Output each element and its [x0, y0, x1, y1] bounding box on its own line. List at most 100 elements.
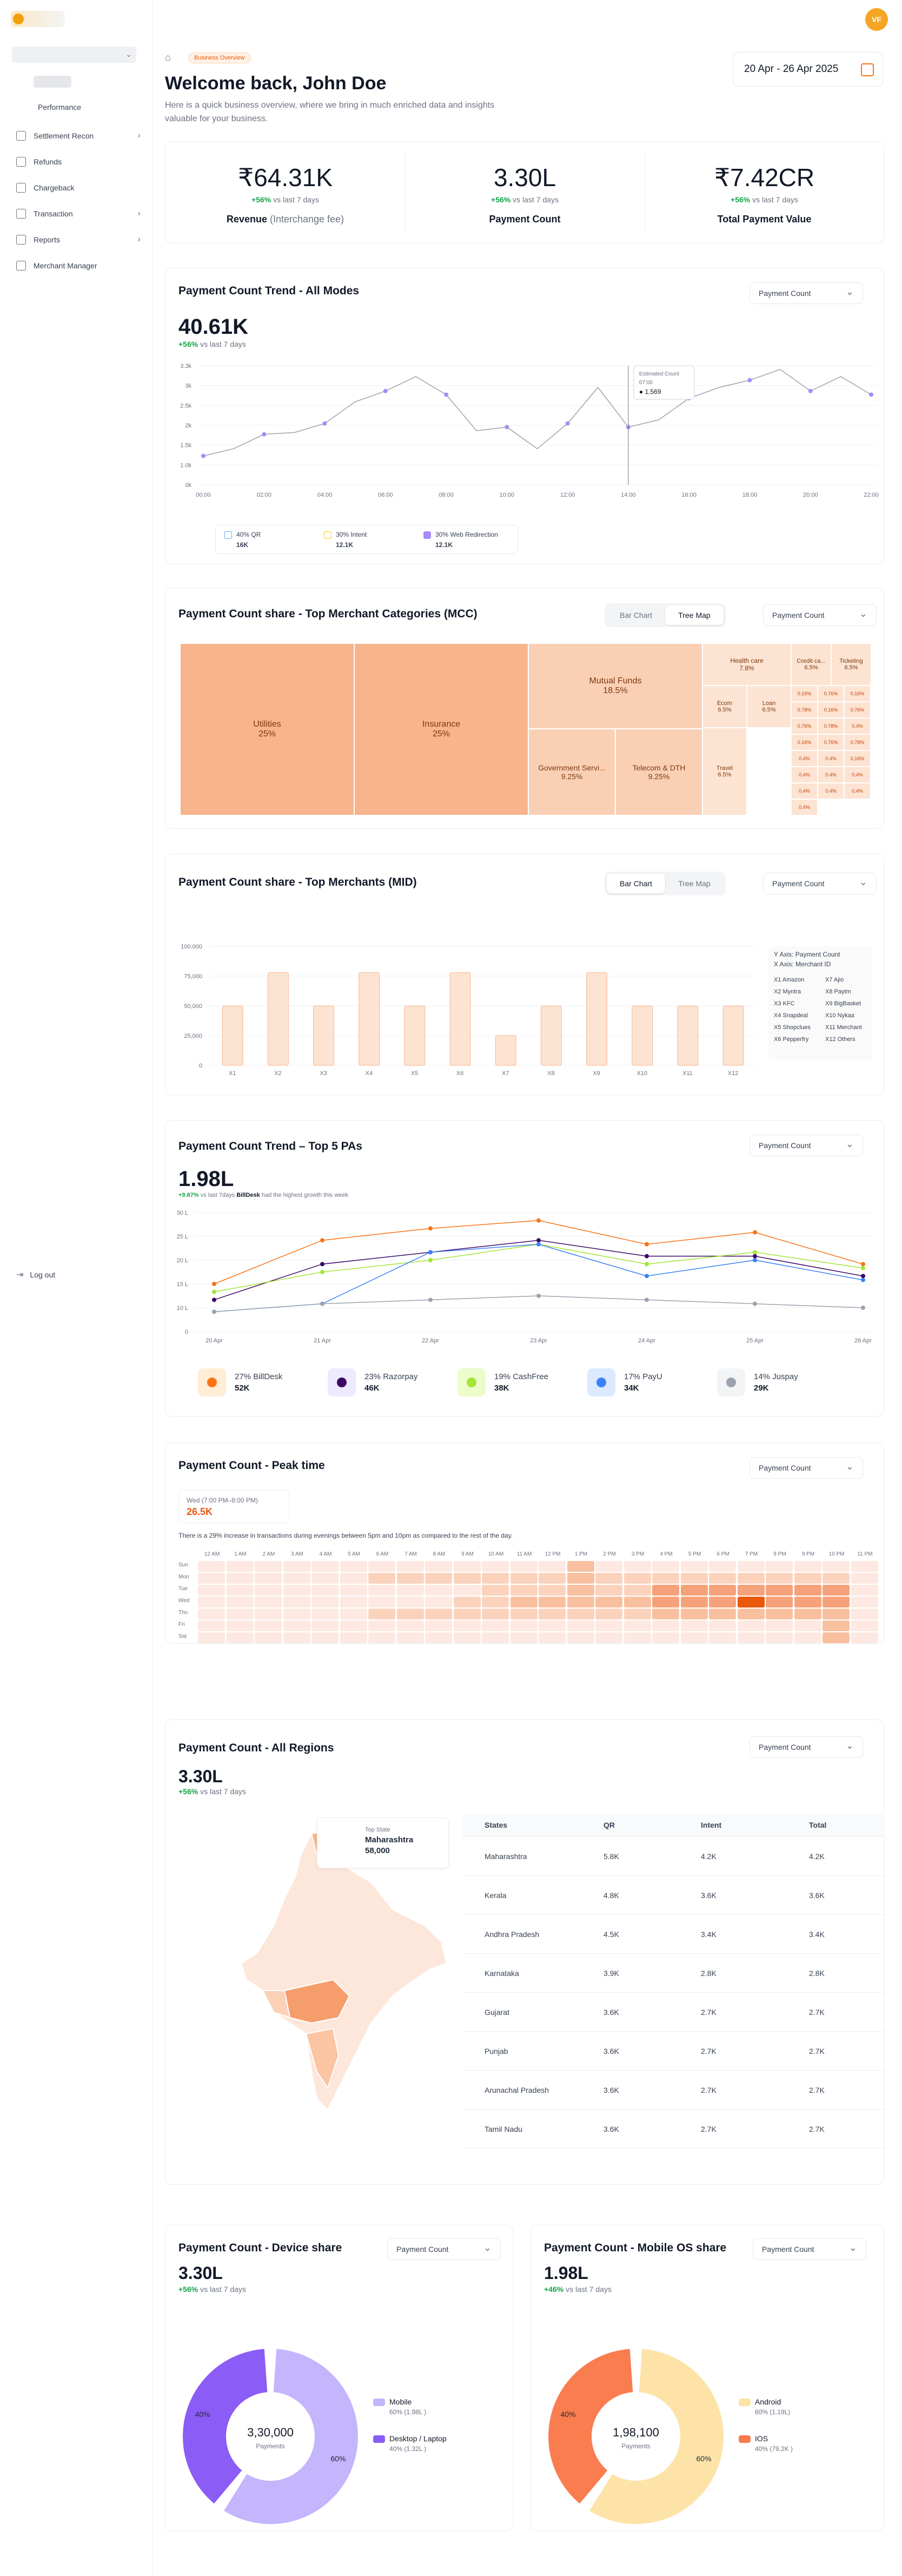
heatmap-cell[interactable]: [510, 1561, 538, 1572]
heatmap-cell[interactable]: [595, 1620, 622, 1631]
heatmap-cell[interactable]: [198, 1585, 225, 1596]
toggle-bar-chart[interactable]: Bar Chart: [607, 874, 665, 893]
metric-dropdown[interactable]: Payment Count: [750, 282, 863, 304]
metric-dropdown[interactable]: Payment Count: [750, 1457, 863, 1479]
legend-item-cashfree[interactable]: 19% CashFree 38K: [457, 1368, 548, 1396]
treemap-small-cell[interactable]: 0.4%: [818, 783, 844, 799]
heatmap-cell[interactable]: [539, 1573, 566, 1584]
heatmap-cell[interactable]: [624, 1585, 651, 1596]
heatmap-cell[interactable]: [368, 1632, 395, 1643]
heatmap-cell[interactable]: [737, 1609, 765, 1619]
treemap-small-cell[interactable]: 0.4%: [791, 783, 818, 799]
merchant-sub-pill[interactable]: [34, 76, 71, 88]
heatmap-cell[interactable]: [340, 1620, 367, 1631]
treemap-small-cell[interactable]: 0.4%: [818, 750, 844, 767]
table-row[interactable]: Punjab 3.6K 2.7K 2.7K: [463, 2032, 885, 2071]
legend-item-qr[interactable]: 40% QR 16K: [224, 531, 261, 549]
treemap-small-cell[interactable]: 0.4%: [844, 767, 871, 783]
heatmap-cell[interactable]: [425, 1620, 452, 1631]
heatmap-cell[interactable]: [255, 1585, 282, 1596]
heatmap-cell[interactable]: [368, 1561, 395, 1572]
heatmap-cell[interactable]: [453, 1620, 481, 1631]
heatmap-cell[interactable]: [255, 1561, 282, 1572]
treemap-small-cell[interactable]: 0.76%: [818, 686, 844, 702]
sidebar-item-chargeback[interactable]: Chargeback: [16, 180, 141, 196]
heatmap-cell[interactable]: [851, 1561, 878, 1572]
heatmap-cell[interactable]: [595, 1609, 622, 1619]
table-row[interactable]: Gujarat 3.6K 2.7K 2.7K: [463, 1993, 885, 2032]
heatmap-cell[interactable]: [510, 1597, 538, 1607]
heatmap-cell[interactable]: [680, 1632, 708, 1643]
treemap-small-cell[interactable]: 0.16%: [791, 686, 818, 702]
heatmap-cell[interactable]: [255, 1609, 282, 1619]
heatmap-cell[interactable]: [680, 1597, 708, 1607]
legend-item-billdesk[interactable]: 27% BillDesk 52K: [198, 1368, 282, 1396]
heatmap-cell[interactable]: [709, 1573, 736, 1584]
heatmap-cell[interactable]: [368, 1573, 395, 1584]
heatmap-cell[interactable]: [198, 1632, 225, 1643]
treemap-small-cell[interactable]: 0.16%: [818, 702, 844, 718]
treemap-cell[interactable]: Telecom & DTH 9.25%: [615, 729, 702, 815]
heatmap-cell[interactable]: [226, 1585, 254, 1596]
metric-dropdown[interactable]: Payment Count: [763, 604, 877, 626]
heatmap-cell[interactable]: [539, 1632, 566, 1643]
heatmap-cell[interactable]: [226, 1632, 254, 1643]
treemap-cell[interactable]: Credit ca... 6.5%: [791, 643, 831, 686]
heatmap-cell[interactable]: [283, 1620, 310, 1631]
heatmap-cell[interactable]: [311, 1597, 339, 1607]
treemap-small-cell[interactable]: 0.4%: [818, 767, 844, 783]
heatmap-cell[interactable]: [794, 1597, 821, 1607]
col-header[interactable]: QR: [603, 1820, 615, 1829]
legend-item-razorpay[interactable]: 23% Razorpay 46K: [328, 1368, 417, 1396]
heatmap-cell[interactable]: [368, 1597, 395, 1607]
heatmap-cell[interactable]: [453, 1561, 481, 1572]
table-row[interactable]: Maharashtra 5.8K 4.2K 4.2K: [463, 1837, 885, 1876]
treemap-small-cell[interactable]: 0.16%: [791, 734, 818, 750]
heatmap-cell[interactable]: [652, 1609, 679, 1619]
heatmap-cell[interactable]: [709, 1620, 736, 1631]
heatmap-cell[interactable]: [255, 1620, 282, 1631]
heatmap-cell[interactable]: [283, 1632, 310, 1643]
heatmap-cell[interactable]: [794, 1620, 821, 1631]
metric-dropdown[interactable]: Payment Count: [763, 873, 877, 894]
heatmap-cell[interactable]: [396, 1573, 424, 1584]
heatmap-cell[interactable]: [425, 1573, 452, 1584]
heatmap-cell[interactable]: [283, 1609, 310, 1619]
heatmap-cell[interactable]: [340, 1585, 367, 1596]
heatmap-cell[interactable]: [595, 1597, 622, 1607]
treemap-small-cell[interactable]: 0.4%: [844, 783, 871, 799]
treemap-cell[interactable]: Government Servi... 9.25%: [528, 729, 615, 815]
heatmap-cell[interactable]: [198, 1609, 225, 1619]
heatmap-cell[interactable]: [283, 1597, 310, 1607]
heatmap-cell[interactable]: [226, 1620, 254, 1631]
breadcrumb[interactable]: Business Overview: [188, 52, 251, 63]
heatmap-cell[interactable]: [794, 1609, 821, 1619]
treemap-small-cell[interactable]: 0.16%: [844, 686, 871, 702]
treemap-small-cell[interactable]: 0.4%: [791, 799, 818, 815]
heatmap-cell[interactable]: [396, 1561, 424, 1572]
heatmap-cell[interactable]: [709, 1632, 736, 1643]
heatmap-cell[interactable]: [340, 1632, 367, 1643]
toggle-bar-chart[interactable]: Bar Chart: [620, 611, 652, 620]
heatmap-cell[interactable]: [567, 1597, 594, 1607]
heatmap-cell[interactable]: [340, 1597, 367, 1607]
treemap-cell[interactable]: Mutual Funds 18.5%: [528, 643, 702, 729]
metric-dropdown[interactable]: Payment Count: [750, 1135, 863, 1156]
legend-item-payu[interactable]: 17% PayU 34K: [587, 1368, 662, 1396]
sidebar-item-settlement-recon[interactable]: Settlement Recon ›: [16, 128, 141, 144]
heatmap-cell[interactable]: [510, 1573, 538, 1584]
heatmap-cell[interactable]: [567, 1620, 594, 1631]
heatmap-cell[interactable]: [595, 1585, 622, 1596]
treemap-cell[interactable]: Ticketing 6.5%: [831, 643, 871, 686]
heatmap-cell[interactable]: [766, 1609, 793, 1619]
heatmap-cell[interactable]: [567, 1573, 594, 1584]
sidebar-item-transaction[interactable]: Transaction ›: [16, 206, 141, 222]
heatmap-cell[interactable]: [652, 1585, 679, 1596]
heatmap-cell[interactable]: [737, 1620, 765, 1631]
sidebar-item-reports[interactable]: Reports ›: [16, 232, 141, 248]
heatmap-cell[interactable]: [482, 1585, 509, 1596]
heatmap-cell[interactable]: [624, 1620, 651, 1631]
heatmap-cell[interactable]: [453, 1597, 481, 1607]
heatmap-cell[interactable]: [510, 1609, 538, 1619]
heatmap-cell[interactable]: [482, 1561, 509, 1572]
